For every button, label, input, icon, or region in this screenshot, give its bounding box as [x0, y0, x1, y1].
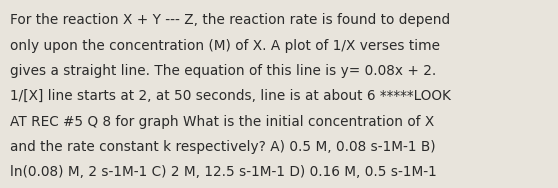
Text: only upon the concentration (M) of X. A plot of 1/X verses time: only upon the concentration (M) of X. A …: [10, 39, 440, 52]
Text: 1/[X] line starts at 2, at 50 seconds, line is at about 6 *****LOOK: 1/[X] line starts at 2, at 50 seconds, l…: [10, 89, 451, 103]
Text: ln(0.08) M, 2 s-1M-1 C) 2 M, 12.5 s-1M-1 D) 0.16 M, 0.5 s-1M-1: ln(0.08) M, 2 s-1M-1 C) 2 M, 12.5 s-1M-1…: [10, 165, 437, 179]
Text: AT REC #5 Q 8 for graph What is the initial concentration of X: AT REC #5 Q 8 for graph What is the init…: [10, 115, 434, 129]
Text: and the rate constant k respectively? A) 0.5 M, 0.08 s-1M-1 B): and the rate constant k respectively? A)…: [10, 140, 436, 154]
Text: For the reaction X + Y --- Z, the reaction rate is found to depend: For the reaction X + Y --- Z, the reacti…: [10, 13, 450, 27]
Text: gives a straight line. The equation of this line is y= 0.08x + 2.: gives a straight line. The equation of t…: [10, 64, 436, 78]
